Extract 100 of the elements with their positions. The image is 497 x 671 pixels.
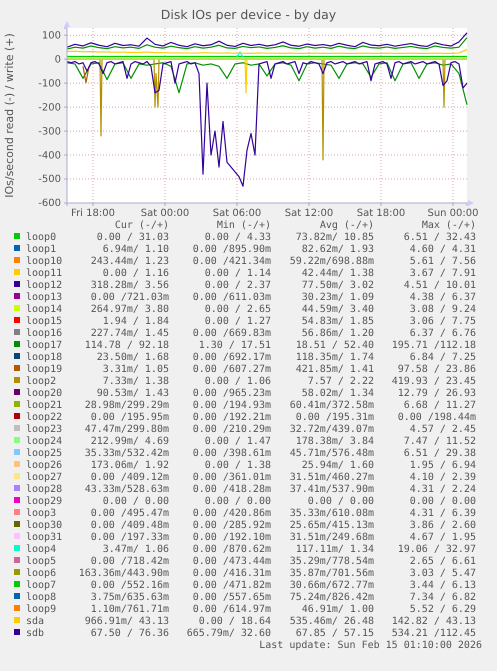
legend-label: loop5 [26, 556, 56, 567]
text: 35.33m/532.42m [84, 448, 169, 459]
text: 28.98m/299.29m [84, 400, 169, 411]
text: 5.52 / 6.29 [410, 604, 476, 615]
text: 0.00 /192.21m [192, 412, 271, 423]
text: Min (-/+) [216, 220, 271, 231]
text: 43.33m/528.63m [84, 484, 169, 495]
legend-label: loop16 [26, 328, 62, 339]
text: 665.79m/ 32.60 [186, 628, 271, 639]
text: 0.00 /421.34m [192, 256, 271, 267]
text: 0.00 / 0.00 [204, 496, 271, 507]
text: 534.21 /112.45 [392, 628, 476, 639]
text: 6.94m/ 1.10 [102, 244, 169, 255]
legend-label: loop29 [26, 496, 62, 507]
text: 44.59m/ 3.40 [302, 304, 374, 315]
x-tick-label: Fri 18:00 [71, 208, 115, 220]
legend-label: loop6 [26, 568, 56, 579]
text: 97.58 / 23.86 [398, 364, 476, 375]
text: 0.00 /416.31m [192, 568, 271, 579]
text: 0.00 /473.44m [192, 556, 271, 567]
legend-label: loop28 [26, 484, 62, 495]
text: 0.00 / 0.00 [102, 496, 169, 507]
legend-label: loop9 [26, 604, 56, 615]
text: 114.78 / 92.18 [84, 340, 169, 351]
text: 0.00 /614.97m [192, 604, 271, 615]
text: Last update: Sun Feb 15 01:10:00 2026 [259, 640, 482, 651]
text: 142.82 / 43.13 [392, 616, 476, 627]
legend-label: loop31 [26, 532, 62, 543]
text: 178.38m/ 3.84 [296, 436, 374, 447]
text: 173.06m/ 1.92 [90, 460, 169, 471]
text: 0.00 /420.86m [192, 508, 271, 519]
text: 7.33m/ 1.38 [102, 376, 169, 387]
legend-label: loop14 [26, 304, 62, 315]
text: 3.03 / 5.47 [410, 568, 476, 579]
text: 3.47m/ 1.06 [102, 544, 169, 555]
text: 6.51 / 32.43 [404, 232, 476, 243]
legend-label: loop12 [26, 280, 62, 291]
text: 6.51 / 29.38 [404, 448, 476, 459]
legend-label: sdb [26, 628, 44, 639]
legend-label: loop17 [26, 340, 62, 351]
text: 54.83m/ 1.85 [302, 316, 374, 327]
legend-label: loop2 [26, 376, 56, 387]
text: 4.31 / 2.24 [410, 484, 476, 495]
legend-label: loop3 [26, 508, 56, 519]
text: 0.00 /361.01m [192, 472, 271, 483]
legend-label: loop13 [26, 292, 62, 303]
text: 31.51m/249.68m [290, 532, 374, 543]
legend-label: loop30 [26, 520, 62, 531]
text: 0.00 / 31.03 [96, 232, 169, 243]
text: 1.10m/761.71m [90, 604, 169, 615]
legend-label: loop24 [26, 436, 62, 447]
legend-label: loop19 [26, 364, 62, 375]
text: 6.68 / 11.27 [404, 400, 476, 411]
text: 0.00 /965.23m [192, 388, 271, 399]
text: 7.47 / 11.52 [404, 436, 476, 447]
text: 0.00 /870.62m [192, 544, 271, 555]
text: 56.86m/ 1.20 [302, 328, 374, 339]
legend-label: loop8 [26, 592, 56, 603]
x-tick-label: Sat 06:00 [212, 208, 262, 220]
text: 7.34 / 6.82 [410, 592, 476, 603]
x-tick-label: Sun 00:00 [427, 208, 479, 220]
text: Max (-/+) [422, 220, 476, 231]
y-tick-label: -300 [38, 126, 61, 138]
text: 0.00 /398.61m [192, 448, 271, 459]
line-series [66, 60, 468, 187]
legend-label: loop18 [26, 352, 62, 363]
text: 0.00 /471.82m [192, 580, 271, 591]
text: 0.00 / 1.47 [204, 436, 271, 447]
text: 0.00 /409.48m [90, 520, 169, 531]
text: 4.38 / 6.37 [410, 292, 476, 303]
text: 6.37 / 6.76 [410, 328, 476, 339]
y-tick-label: -200 [38, 102, 61, 114]
text: 30.23m/ 1.09 [302, 292, 374, 303]
legend-label: loop4 [26, 544, 56, 555]
text: 77.50m/ 3.02 [302, 280, 374, 291]
text: 3.75m/635.63m [90, 592, 169, 603]
text: 60.41m/372.58m [290, 400, 374, 411]
text: 18.51 / 52.40 [296, 340, 374, 351]
text: 4.67 / 1.95 [410, 532, 476, 543]
y-tick-label: -500 [38, 174, 61, 186]
line-series [66, 36, 468, 50]
text: 0.00 /195.95m [90, 412, 169, 423]
x-tick-label: Sat 18:00 [356, 208, 406, 220]
text: 0.00 / 1.06 [204, 376, 271, 387]
text: 0.00 /285.92m [192, 520, 271, 531]
legend-label: loop10 [26, 256, 62, 267]
x-tick-label: Sat 00:00 [140, 208, 190, 220]
text: 163.36m/443.90m [78, 568, 169, 579]
text: 35.29m/778.54m [290, 556, 374, 567]
text: 0.00 /692.17m [192, 352, 271, 363]
text: 90.53m/ 1.43 [96, 388, 169, 399]
text: 3.86 / 2.60 [410, 520, 476, 531]
text: 25.94m/ 1.60 [302, 460, 374, 471]
text: 2.65 / 6.61 [410, 556, 476, 567]
text: 0.00 /495.47m [90, 508, 169, 519]
text: 535.46m/ 26.48 [290, 616, 374, 627]
text: 0.00 /197.33m [90, 532, 169, 543]
text: 67.50 / 76.36 [90, 628, 169, 639]
text: 82.62m/ 1.93 [302, 244, 374, 255]
x-tick-label: Sat 12:00 [284, 208, 334, 220]
